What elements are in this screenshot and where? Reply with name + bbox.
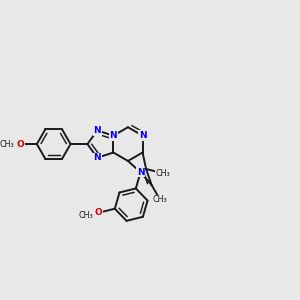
Text: N: N <box>137 168 144 177</box>
Text: N: N <box>139 131 146 140</box>
Text: N: N <box>110 131 117 140</box>
Text: N: N <box>94 153 101 162</box>
Text: CH₃: CH₃ <box>79 211 94 220</box>
Text: CH₃: CH₃ <box>153 195 167 204</box>
Text: CH₃: CH₃ <box>155 169 170 178</box>
Text: CH₃: CH₃ <box>0 140 15 148</box>
Text: O: O <box>16 140 24 148</box>
Text: N: N <box>94 126 101 135</box>
Text: O: O <box>94 208 102 217</box>
